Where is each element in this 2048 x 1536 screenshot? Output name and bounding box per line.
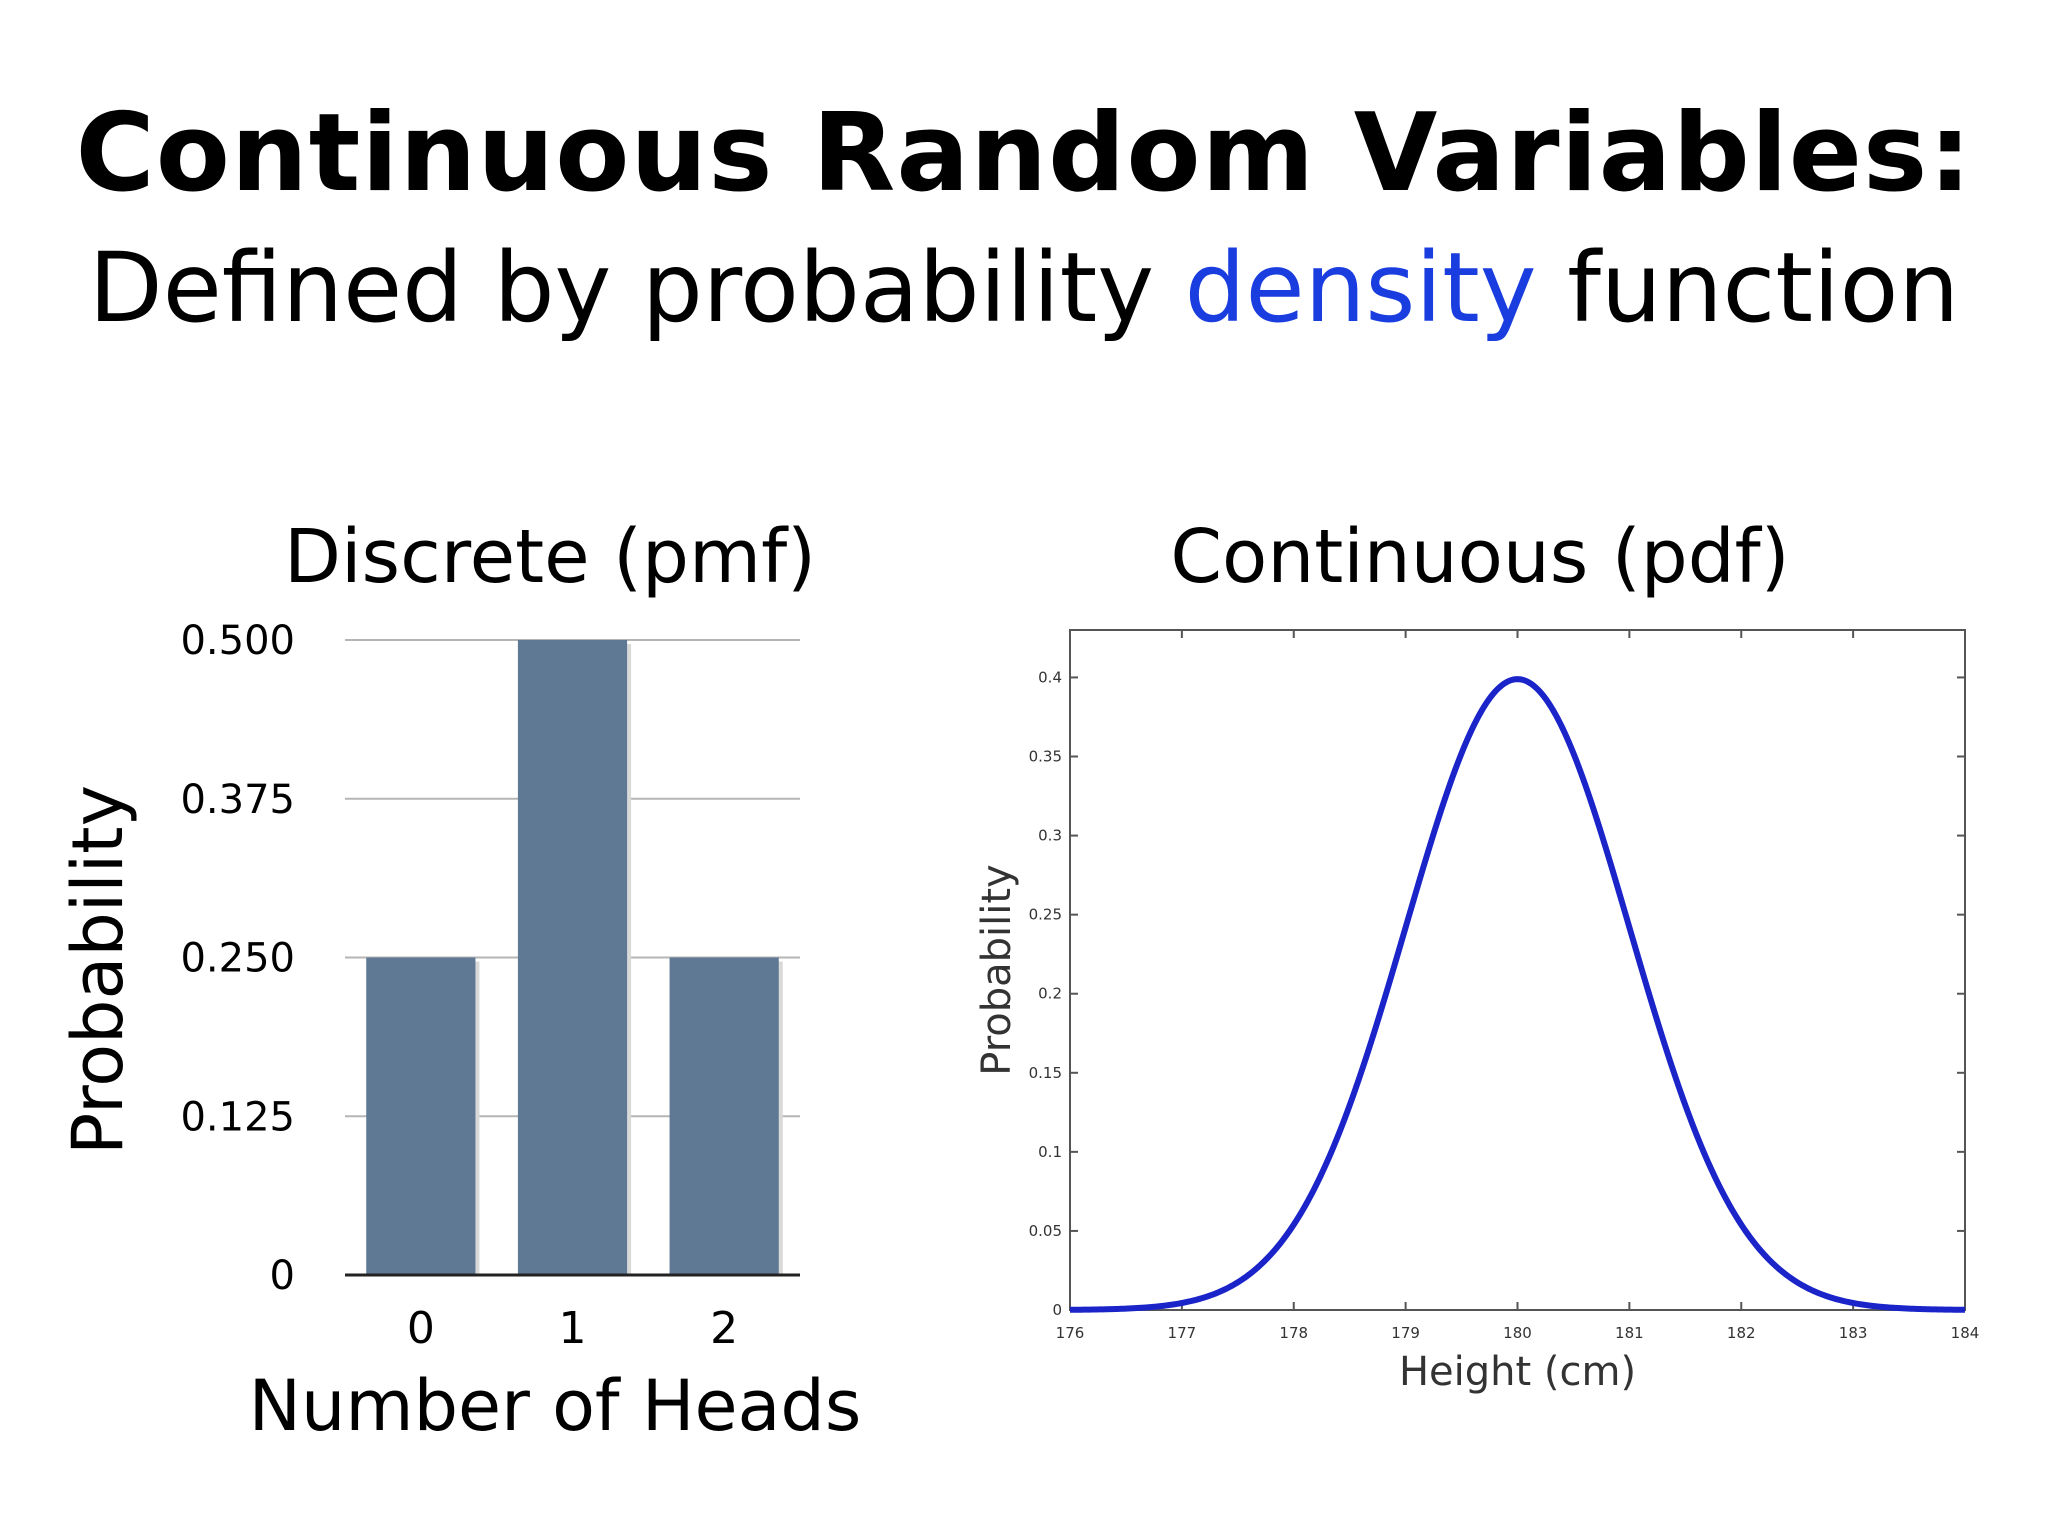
pdf-line-chart: 176 177 178 179 180 181 182 183 184 0 0.05 0.1 0.15 0… bbox=[974, 629, 1980, 1395]
bar bbox=[669, 957, 779, 1275]
x-tick-label: 184 bbox=[1951, 1324, 1980, 1342]
x-axis-label: Height (cm) bbox=[1399, 1349, 1636, 1395]
y-tick-label: 0.05 bbox=[1029, 1222, 1062, 1240]
bar bbox=[366, 957, 476, 1275]
y-tick-label: 0.2 bbox=[1038, 985, 1062, 1003]
slide-title: Continuous Random Variables: bbox=[75, 91, 1973, 216]
x-tick-label: 179 bbox=[1391, 1324, 1420, 1342]
y-tick-label: 0.250 bbox=[180, 936, 295, 982]
y-tick-label: 0.375 bbox=[180, 777, 295, 823]
subtitle-text-start: Defined by probability bbox=[88, 232, 1185, 344]
y-tick-label: 0.1 bbox=[1038, 1143, 1062, 1161]
pdf-chart-title: Continuous (pdf) bbox=[1170, 514, 1790, 600]
bar bbox=[517, 640, 628, 1275]
x-tick-label: 181 bbox=[1615, 1324, 1644, 1342]
x-tick-label: 176 bbox=[1056, 1324, 1085, 1342]
y-tick-label: 0.125 bbox=[180, 1094, 295, 1140]
subtitle-text-end: function bbox=[1536, 232, 1960, 344]
x-tick-label: 178 bbox=[1279, 1324, 1308, 1342]
x-tick-label: 2 bbox=[710, 1303, 738, 1354]
x-tick-label: 182 bbox=[1727, 1324, 1756, 1342]
x-tick-label: 1 bbox=[559, 1303, 587, 1354]
y-tick-label: 0 bbox=[270, 1253, 295, 1299]
pmf-chart-title: Discrete (pmf) bbox=[283, 514, 817, 600]
pdf-curve bbox=[1069, 676, 1966, 1313]
x-tick-label: 177 bbox=[1168, 1324, 1197, 1342]
pmf-bar-chart: 0 0.125 0.250 0.375 0.500 0 1 2 Number of Heads P… bbox=[57, 618, 862, 1447]
y-tick-label: 0.35 bbox=[1029, 748, 1062, 766]
y-tick-label: 0.500 bbox=[180, 618, 295, 664]
y-axis-label: Probability bbox=[57, 785, 139, 1155]
subtitle-accent-word: density bbox=[1184, 232, 1537, 344]
y-tick-label: 0.15 bbox=[1029, 1064, 1062, 1082]
y-tick-label: 0.4 bbox=[1038, 668, 1062, 686]
slide-subtitle: Defined by probability density function bbox=[0, 240, 2048, 336]
plot-frame bbox=[1069, 629, 1966, 1311]
y-tick-label: 0 bbox=[1052, 1301, 1062, 1319]
y-tick-label: 0.3 bbox=[1038, 827, 1062, 845]
x-tick-label: 183 bbox=[1839, 1324, 1868, 1342]
y-tick-label: 0.25 bbox=[1029, 906, 1062, 924]
x-tick-label: 180 bbox=[1503, 1324, 1532, 1342]
y-axis-label: Probability bbox=[974, 864, 1020, 1075]
x-axis-label: Number of Heads bbox=[249, 1365, 862, 1447]
x-tick-label: 0 bbox=[407, 1303, 435, 1354]
